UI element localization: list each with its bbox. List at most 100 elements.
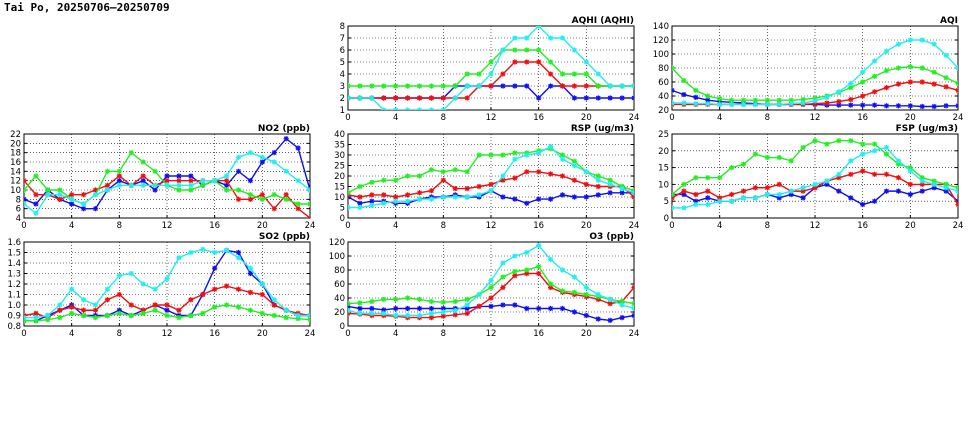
- fsp-point-red: [728, 191, 735, 198]
- o3-point-green: [440, 299, 446, 305]
- no2-point-green: [307, 201, 310, 207]
- so2-xtick-label: 12: [162, 329, 173, 339]
- so2-point-red: [128, 302, 134, 308]
- so2-point-green: [69, 310, 75, 316]
- so2-point-blue: [247, 270, 254, 277]
- no2-ytick-label: 18: [10, 149, 21, 159]
- aqi-chart: 20 40 60 80 100 120 140 0 4 8 12 16 20 24 AQI: [653, 16, 964, 123]
- o3-point-green: [488, 284, 494, 291]
- aqhi-point-green: [369, 83, 375, 89]
- so2-xtick-label: 24: [305, 329, 316, 339]
- no2-point-blue: [92, 206, 99, 212]
- no2-point-cyan: [57, 192, 63, 198]
- aqhi-xtick-label: 12: [486, 113, 497, 123]
- rsp-point-blue: [559, 192, 566, 198]
- fsp-point-red: [848, 171, 854, 177]
- fsp-point-cyan: [672, 205, 675, 211]
- no2-point-blue: [69, 201, 75, 207]
- aqi-point-green: [883, 68, 890, 74]
- aqhi-xtick-label: 20: [581, 113, 592, 123]
- rsp-point-red: [547, 171, 554, 177]
- o3-point-cyan: [512, 253, 518, 259]
- aqhi-ytick-label: 8: [340, 22, 345, 32]
- aqi-ytick-label: 140: [653, 22, 669, 32]
- rsp-point-green: [607, 177, 613, 183]
- so2-point-red: [247, 289, 254, 295]
- so2-point-green: [235, 304, 242, 310]
- rsp-point-green: [476, 152, 482, 158]
- so2-point-cyan: [247, 265, 254, 271]
- no2-point-green: [259, 196, 265, 202]
- no2-point-green: [283, 196, 289, 202]
- o3-point-cyan: [488, 277, 494, 284]
- aqi-point-red: [895, 81, 902, 87]
- no2-point-blue: [283, 136, 289, 142]
- rsp-point-red: [381, 192, 387, 198]
- rsp-point-red: [464, 186, 470, 192]
- aqhi-point-blue: [607, 95, 613, 101]
- aqhi-point-blue: [547, 83, 554, 89]
- so2-xtick-label: 20: [257, 329, 268, 339]
- rsp-point-red: [357, 194, 363, 200]
- rsp-point-red: [512, 175, 518, 181]
- rsp-point-red: [595, 183, 601, 190]
- aqi-point-red: [860, 93, 866, 99]
- aqi-point-cyan: [943, 52, 949, 58]
- fsp-point-red: [919, 181, 925, 187]
- rsp-point-red: [393, 194, 399, 200]
- aqi-point-blue: [693, 94, 699, 100]
- no2-point-red: [24, 178, 27, 184]
- no2-ytick-label: 4: [16, 214, 21, 224]
- aqhi-point-red: [571, 83, 578, 89]
- aqi-point-green: [693, 87, 699, 93]
- rsp-point-red: [500, 177, 506, 183]
- no2-ytick-label: 6: [16, 205, 21, 215]
- rsp-point-cyan: [631, 190, 634, 196]
- so2-point-blue: [235, 249, 242, 256]
- no2-point-green: [116, 168, 122, 174]
- aqi-point-green: [871, 73, 878, 79]
- o3-point-cyan: [583, 284, 589, 291]
- aqi-point-blue: [883, 103, 890, 109]
- rsp-point-green: [416, 173, 423, 179]
- no2-point-red: [247, 196, 254, 202]
- rsp-ytick-label: 10: [334, 193, 345, 203]
- rsp-point-cyan: [357, 204, 363, 211]
- fsp-point-green: [788, 158, 794, 164]
- so2-point-red: [140, 307, 146, 313]
- fsp-point-red: [860, 168, 866, 174]
- so2-point-red: [92, 307, 99, 313]
- aqi-point-green: [740, 97, 747, 103]
- rsp-point-cyan: [393, 198, 399, 204]
- aqi-point-blue: [672, 87, 675, 93]
- no2-point-cyan: [247, 150, 254, 156]
- fsp-point-blue: [919, 188, 925, 194]
- rsp-xtick-label: 8: [441, 221, 446, 231]
- aqi-point-cyan: [752, 101, 759, 107]
- rsp-point-red: [559, 173, 566, 179]
- no2-point-cyan: [176, 182, 182, 188]
- rsp-point-green: [440, 169, 446, 175]
- so2-point-red: [104, 297, 111, 303]
- so2-point-red: [164, 302, 170, 308]
- no2-point-green: [24, 187, 27, 193]
- so2-point-green: [164, 312, 170, 319]
- o3-point-cyan: [595, 291, 601, 298]
- o3-point-cyan: [357, 310, 363, 316]
- no2-point-green: [128, 150, 134, 156]
- aqi-point-green: [681, 78, 687, 84]
- aqi-point-red: [836, 99, 842, 105]
- rsp-xtick-label: 20: [581, 221, 592, 231]
- rsp-point-cyan: [404, 198, 411, 204]
- o3-point-green: [393, 296, 399, 302]
- aqhi-point-cyan: [348, 95, 351, 101]
- fsp-point-blue: [836, 188, 842, 194]
- no2-point-cyan: [116, 182, 122, 188]
- aqi-series-cyan: [672, 39, 958, 106]
- no2-ytick-label: 22: [10, 130, 21, 140]
- o3-point-blue: [416, 305, 423, 312]
- no2-point-green: [271, 192, 277, 198]
- fsp-point-red: [955, 201, 958, 208]
- fsp-point-red: [800, 188, 806, 194]
- aqi-point-green: [895, 65, 902, 71]
